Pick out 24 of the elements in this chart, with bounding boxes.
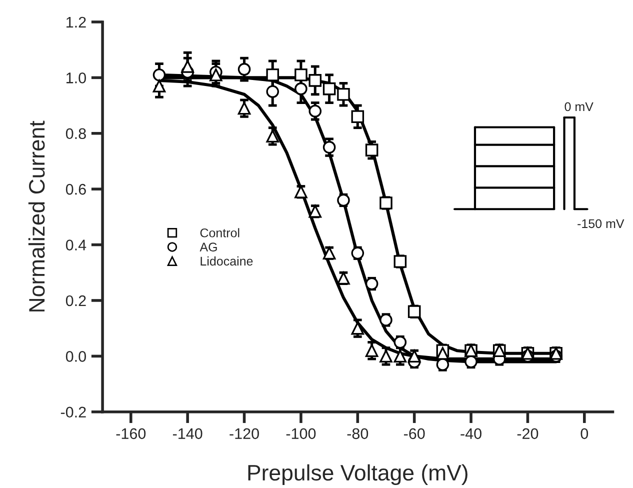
annotation: -150 mV: [578, 219, 624, 228]
legend-label: Lidocaine: [200, 256, 253, 266]
y-tick-label: 1.0: [66, 72, 86, 84]
annotation: 0 mV: [564, 102, 594, 112]
x-tick-label: -20: [517, 428, 538, 440]
x-tick-label: 0: [580, 428, 588, 440]
y-tick-label: -0.2: [60, 406, 86, 418]
x-axis-title: Prepulse Voltage (mV): [248, 464, 468, 486]
y-tick-label: 0.8: [66, 128, 86, 140]
x-tick-label: -40: [460, 428, 482, 440]
legend-label: Control: [200, 228, 240, 238]
x-tick-label: -80: [347, 428, 368, 440]
legend-label: AG: [200, 242, 217, 252]
x-tick-label: -60: [404, 428, 425, 440]
y-tick-label: 0.6: [66, 184, 86, 195]
x-tick-label: -140: [172, 428, 202, 440]
x-tick-label: -160: [116, 428, 146, 440]
x-tick-label: -120: [230, 428, 259, 440]
y-tick-label: 0.4: [66, 240, 86, 250]
y-axis-title: Normalized Current: [28, 120, 45, 312]
y-tick-label: 0.2: [66, 295, 86, 306]
y-tick-label: 0.0: [66, 351, 86, 362]
y-tick-label: 1.2: [66, 16, 86, 28]
x-tick-label: -100: [286, 428, 316, 440]
